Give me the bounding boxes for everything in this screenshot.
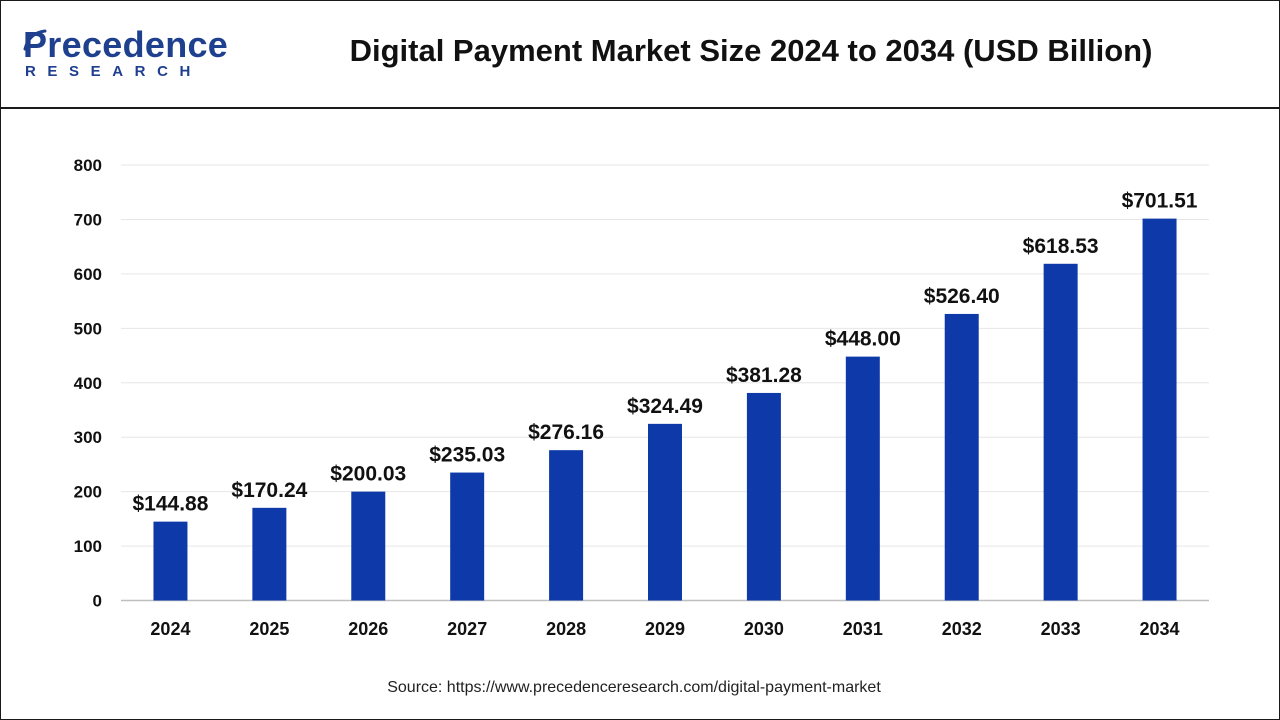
y-tick-label: 500 [74,319,102,338]
data-label: $144.88 [132,493,208,516]
y-tick-label: 800 [74,156,102,175]
chart-title: Digital Payment Market Size 2024 to 2034… [349,33,1153,68]
x-tick-label: 2030 [744,619,784,639]
x-tick-label: 2026 [348,619,388,639]
bar [944,313,979,601]
logo-wordmark: Precedence [23,24,229,65]
data-label: $618.53 [1023,235,1099,258]
bar [252,507,287,601]
x-tick-label: 2024 [150,619,190,639]
bar [351,491,386,601]
x-tick-label: 2034 [1140,619,1180,639]
x-tick-label: 2028 [546,619,586,639]
header: Precedence RESEARCH Digital Payment Mark… [1,1,1279,109]
bar [549,450,584,601]
x-tick-label: 2027 [447,619,487,639]
bar [450,472,485,601]
data-label: $170.24 [231,479,307,502]
y-tick-label: 400 [74,374,102,393]
x-tick-label: 2032 [942,619,982,639]
data-label: $381.28 [726,364,802,387]
logo-swoosh-icon [23,29,47,51]
y-tick-label: 700 [74,210,102,229]
data-label: $324.49 [627,395,703,418]
source-note: Source: https://www.precedenceresearch.c… [387,679,881,696]
y-tick-label: 600 [74,265,102,284]
brand-logo: Precedence RESEARCH [23,27,228,83]
bar [746,392,781,601]
data-label: $448.00 [825,328,901,351]
x-tick-label: 2033 [1041,619,1081,639]
y-tick-label: 300 [74,428,102,447]
data-label: $276.16 [528,421,604,444]
data-label: $200.03 [330,463,406,486]
data-label: $235.03 [429,444,505,467]
data-label: $701.51 [1122,190,1198,213]
y-tick-label: 0 [93,592,102,611]
bar [153,521,188,601]
bar [845,356,880,601]
logo-subtitle: RESEARCH [25,63,202,80]
bar [1043,263,1078,601]
x-tick-label: 2031 [843,619,883,639]
bar [1142,218,1177,601]
y-tick-label: 100 [74,537,102,556]
bar [648,423,682,601]
data-label: $526.40 [924,285,1000,308]
y-tick-label: 200 [74,483,102,502]
x-tick-label: 2025 [249,619,289,639]
x-tick-label: 2029 [645,619,685,639]
